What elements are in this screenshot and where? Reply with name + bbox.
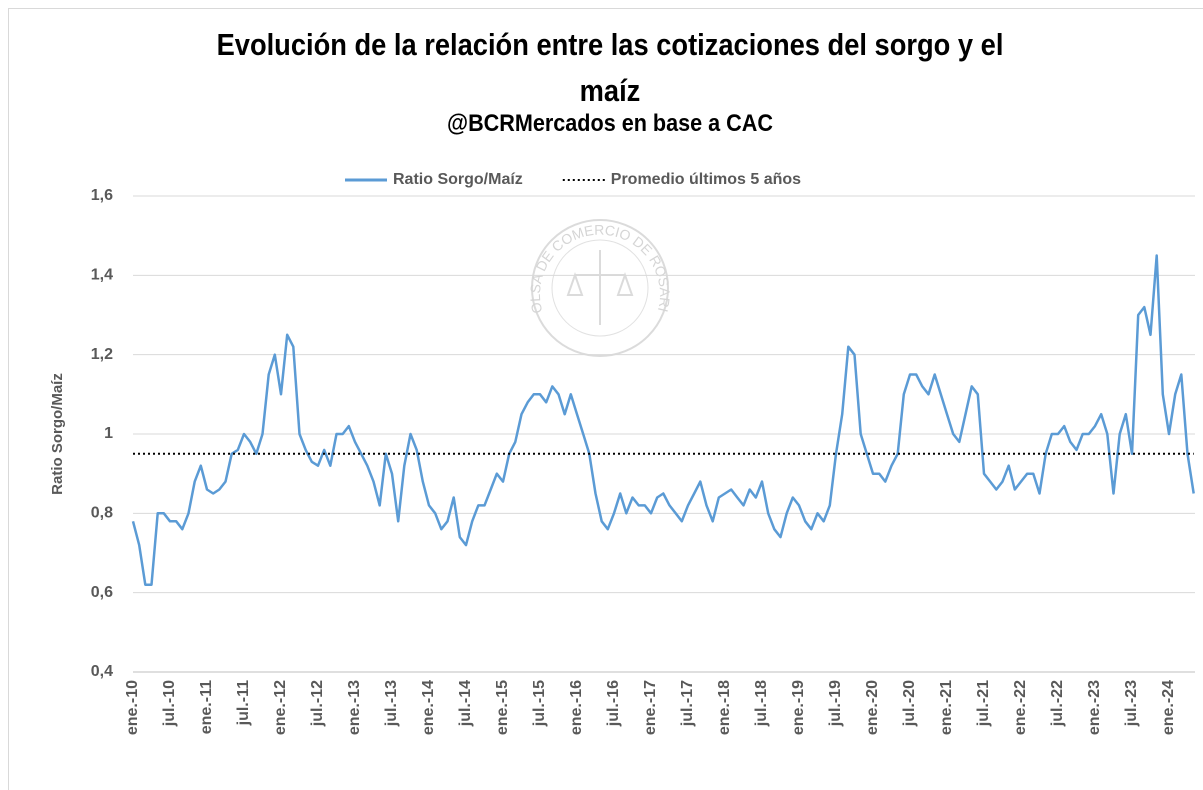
x-tick-label: ene.-17 <box>642 680 659 735</box>
x-tick-label: ene.-20 <box>864 680 881 735</box>
chart-subtitle: @BCRMercados en base a CAC <box>447 110 773 137</box>
x-tick-label: jul.-17 <box>679 680 696 727</box>
x-tick-label: ene.-24 <box>1160 680 1177 735</box>
x-tick-label: ene.-23 <box>1086 680 1103 735</box>
x-tick-label: jul.-21 <box>975 680 992 727</box>
x-tick-label: jul.-10 <box>161 680 178 727</box>
x-tick-label: jul.-20 <box>901 680 918 727</box>
frame <box>8 8 1203 790</box>
x-tick-label: jul.-13 <box>383 680 400 727</box>
x-tick-label: jul.-19 <box>827 680 844 727</box>
x-tick-label: ene.-16 <box>568 680 585 735</box>
legend-label: Promedio últimos 5 años <box>611 171 801 188</box>
x-tick-label: ene.-11 <box>198 680 215 734</box>
x-tick-label: jul.-14 <box>457 680 474 727</box>
x-tick-label: ene.-22 <box>1012 680 1029 735</box>
watermark-ring <box>551 239 649 337</box>
y-tick-label: 0,6 <box>91 584 113 601</box>
x-tick-label: jul.-23 <box>1123 680 1140 727</box>
x-tick-label: ene.-19 <box>790 680 807 735</box>
x-tick-label: ene.-18 <box>716 680 733 735</box>
y-tick-label: 1 <box>104 425 113 442</box>
x-tick-label: ene.-21 <box>938 680 955 735</box>
x-tick-label: ene.-12 <box>272 680 289 735</box>
y-tick-label: 1,4 <box>91 267 113 284</box>
x-tick-label: ene.-15 <box>494 680 511 735</box>
y-tick-label: 0,4 <box>91 663 113 680</box>
y-tick-label: 1,2 <box>91 346 113 363</box>
x-tick-label: jul.-11 <box>235 680 252 726</box>
x-tick-label: ene.-14 <box>420 680 437 735</box>
series-line <box>131 254 1195 586</box>
x-tick-label: ene.-10 <box>124 680 141 735</box>
x-tick-label: jul.-12 <box>309 680 326 727</box>
watermark-icon <box>566 250 634 325</box>
x-tick-label: jul.-18 <box>753 680 770 727</box>
chart-title: Evolución de la relación entre las cotiz… <box>216 27 1004 108</box>
watermark-ring <box>531 219 669 357</box>
x-tick-label: ene.-13 <box>346 680 363 735</box>
watermark: BOLSA DE COMERCIO DE ROSARIO <box>0 0 673 357</box>
x-tick-label: jul.-15 <box>531 680 548 727</box>
x-tick-label: jul.-16 <box>605 680 622 727</box>
legend-label: Ratio Sorgo/Maíz <box>393 171 523 188</box>
y-tick-label: 0,8 <box>91 505 113 522</box>
y-axis-label: Ratio Sorgo/Maíz <box>49 373 66 495</box>
x-tick-label: jul.-22 <box>1049 680 1066 727</box>
y-tick-label: 1,6 <box>91 187 113 204</box>
